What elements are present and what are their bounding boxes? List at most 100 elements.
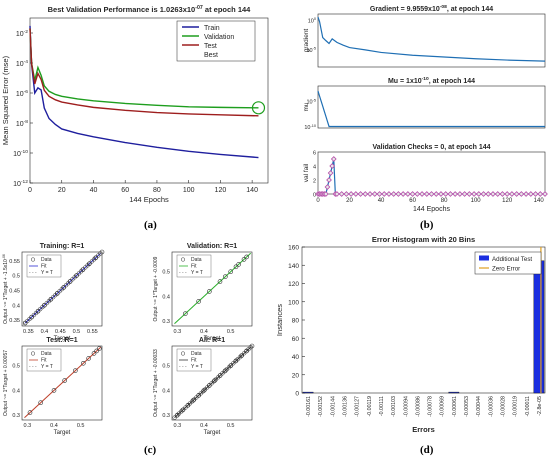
hist-y-tick-label: 60	[292, 336, 300, 343]
reg-data-point	[223, 368, 228, 373]
hist-y-tick-label: 80	[292, 318, 300, 325]
reg-x-label-1: Target	[204, 336, 221, 342]
perf-series-test	[29, 28, 259, 117]
hist-x-tick-label: -0.00078	[428, 396, 434, 417]
state-val-fail-marker	[376, 191, 383, 197]
state-x-tick-label: 100	[471, 198, 482, 204]
reg-x-tick-label: 0.5	[77, 423, 85, 429]
reg-x-tick-label: 0.5	[227, 423, 235, 429]
reg-x-tick-label: 0.35	[23, 329, 34, 335]
reg-data-point	[74, 273, 79, 278]
state-val-fail-marker	[400, 191, 406, 197]
perf-y-tick-label: 10-6	[16, 89, 28, 98]
state-x-tick-label: 20	[346, 198, 353, 204]
state-val-fail-marker	[323, 191, 329, 197]
reg-x-tick-label: 0.5	[227, 329, 235, 335]
state-val-fail-marker	[509, 191, 515, 197]
reg-y-tick-label: 0.35	[9, 318, 20, 324]
perf-series-validation	[29, 28, 259, 109]
reg-data-point	[81, 360, 86, 366]
hist-x-label: Errors	[412, 425, 435, 434]
state-x-tick-label: 120	[502, 198, 513, 204]
hist-x-tick-label: -0.00103	[391, 396, 397, 417]
reg-x-label-0: Target	[54, 336, 71, 342]
reg-data-point	[54, 291, 60, 296]
hist-x-tick-label: -0.00127	[355, 396, 361, 417]
state-y-tick-label: 6	[313, 151, 316, 157]
reg-data-point	[183, 311, 188, 316]
reg-y-label-3: Output ~= 1*Target + -0.00033	[153, 349, 159, 417]
reg-data-point	[244, 348, 249, 354]
state-val-fail-marker	[480, 191, 487, 197]
reg-data-point	[38, 400, 43, 406]
reg-data-point	[175, 412, 180, 418]
reg-fit-line	[174, 252, 252, 324]
reg-data-point	[233, 358, 239, 364]
reg-data-point	[201, 388, 207, 393]
state-val-fail-marker	[362, 191, 369, 197]
state-plot-area-0	[317, 13, 546, 68]
caption-a: (a)	[144, 219, 157, 231]
state-val-fail-marker	[475, 191, 482, 197]
state-y-label-0: gradient	[303, 29, 310, 53]
reg-data-point	[27, 410, 33, 415]
perf-x-tick-label: 120	[215, 187, 227, 194]
reg-data-point	[29, 314, 34, 320]
reg-y-tick-label: 0.4	[162, 388, 170, 394]
reg-y-tick-label: 0.4	[12, 388, 20, 394]
reg-y-tick-label: 0.5	[12, 274, 20, 280]
hist-x-tick-label: -0.00094	[403, 396, 409, 417]
hist-x-tick-label: -0.00044	[476, 396, 482, 417]
state-val-fail-marker	[471, 191, 477, 197]
hist-x-tick-label: -0.00152	[318, 396, 324, 417]
hist-x-tick-label: -0.00019	[513, 396, 519, 417]
state-y-tick-label: 2	[313, 179, 316, 185]
hist-x-tick-label: -0.00011	[525, 396, 531, 417]
hist-bar	[302, 391, 314, 394]
state-val-fail-marker	[381, 191, 388, 197]
reg-data-point	[233, 264, 239, 270]
reg-x-label-3: Target	[204, 430, 221, 436]
hist-y-label: Instances	[275, 304, 284, 336]
reg-legend-entry: Fit	[41, 264, 47, 270]
caption-b: (b)	[420, 219, 434, 231]
reg-legend-0	[26, 254, 62, 278]
state-x-tick-label: 140	[534, 198, 545, 204]
state-val-fail-marker	[461, 191, 468, 197]
hist-bar	[448, 391, 460, 394]
state-val-fail-marker	[334, 191, 340, 197]
reg-data-point	[86, 356, 91, 361]
state-val-fail-marker	[386, 191, 392, 197]
state-val-fail-marker	[542, 191, 548, 197]
state-val-fail-marker	[326, 177, 332, 183]
state-val-fail-marker	[537, 191, 544, 197]
reg-data-point	[97, 346, 102, 351]
state-val-fail-marker	[338, 191, 345, 197]
reg-legend-entry: Data	[191, 351, 202, 357]
reg-x-tick-label: 0.3	[24, 423, 32, 429]
reg-data-point	[62, 378, 67, 383]
state-val-fail-marker	[419, 191, 425, 197]
reg-y-label-2: Output ~= 1*Target + 0.00057	[3, 350, 9, 416]
hist-x-tick-label: -0.00136	[343, 396, 349, 417]
perf-best-marker	[251, 101, 266, 115]
state-y-label-2: val fail	[303, 163, 310, 182]
perf-x-tick-label: 100	[183, 187, 195, 194]
perf-x-label: 144 Epochs	[129, 195, 169, 204]
reg-legend-entry: Fit	[41, 358, 47, 364]
perf-legend-entry: Validation	[204, 34, 234, 41]
hist-y-tick-label: 160	[288, 245, 299, 252]
reg-legend-swatch	[30, 351, 36, 356]
state-val-fail-marker	[494, 191, 501, 197]
caption-c: (c)	[144, 444, 157, 456]
reg-legend-swatch	[180, 257, 186, 262]
reg-fit-line	[174, 346, 252, 418]
perf-x-tick-label: 40	[90, 187, 98, 194]
state-val-fail-marker	[395, 191, 402, 197]
state-val-fail-marker	[348, 191, 354, 197]
reg-y-label-1: Output ~= 1*Target + -0.0009	[153, 256, 159, 321]
perf-x-tick-label: 60	[121, 187, 129, 194]
reg-legend-swatch	[30, 257, 36, 262]
reg-y-tick-label: 0.3	[162, 319, 170, 325]
